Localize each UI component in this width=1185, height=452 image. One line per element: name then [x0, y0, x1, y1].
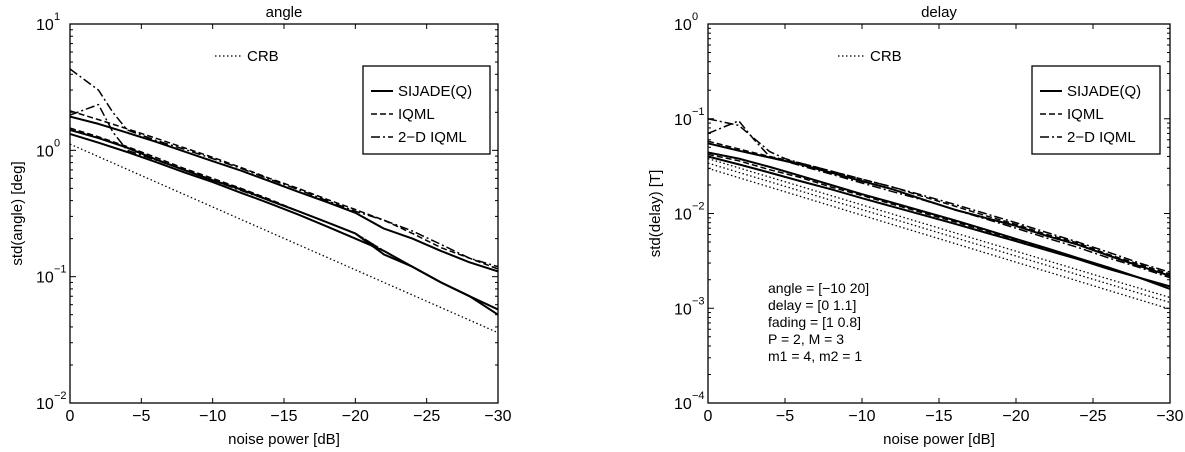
- crb-label: CRB: [247, 48, 279, 65]
- series-line-crb-9: [708, 167, 1170, 310]
- series-group: [70, 68, 498, 334]
- y-tick-label: 10: [674, 396, 692, 413]
- y-tick-exponent: −3: [692, 295, 705, 307]
- y-tick-label: 10: [36, 270, 54, 287]
- x-tick-label: −5: [132, 408, 150, 425]
- legend: SIJADE(Q) IQML 2−D IQML: [362, 65, 491, 155]
- series-line-sijade-q--1: [70, 128, 498, 311]
- y-tick-label: 10: [674, 207, 692, 224]
- series-line-sijade-q--2: [70, 132, 498, 316]
- series-line-2-d-iqml-6: [70, 103, 498, 311]
- y-tick-label: 10: [674, 301, 692, 318]
- y-tick-exponent: 0: [54, 137, 60, 149]
- legend-label: IQML: [398, 106, 435, 123]
- x-axis-label: noise power [dB]: [883, 431, 995, 448]
- y-axis-label: std(delay) [T]: [647, 170, 664, 258]
- x-tick-label: −30: [1156, 408, 1183, 425]
- y-tick-label: 10: [674, 112, 692, 129]
- series-line-2-d-iqml-5: [70, 68, 498, 268]
- series-line-iqml-3: [70, 110, 498, 270]
- x-tick-label: 0: [704, 408, 713, 425]
- y-tick-exponent: −1: [54, 264, 67, 276]
- legend-box: [1031, 65, 1161, 155]
- y-tick-label: 10: [36, 143, 54, 160]
- annotation-line: delay = [0 1.1]: [768, 297, 856, 313]
- x-tick-label: −25: [413, 408, 440, 425]
- y-tick-exponent: 1: [54, 11, 60, 23]
- y-tick-label: 10: [674, 17, 692, 34]
- x-tick-label: −10: [199, 408, 226, 425]
- x-tick-label: −15: [270, 408, 297, 425]
- series-line-crb-8: [708, 162, 1170, 304]
- annotation-line: P = 2, M = 3: [768, 331, 844, 347]
- y-tick-exponent: −1: [692, 106, 705, 118]
- series-line-2-d-iqml-5: [708, 118, 1170, 273]
- series-line-sijade-q--0: [70, 115, 498, 273]
- y-tick-label: 10: [36, 17, 54, 34]
- x-tick-label: −5: [776, 408, 794, 425]
- y-tick-label: 10: [36, 396, 54, 413]
- x-tick-label: −15: [925, 408, 952, 425]
- x-tick-label: −10: [848, 408, 875, 425]
- y-tick-exponent: −2: [54, 390, 67, 402]
- x-tick-label: −20: [1002, 408, 1029, 425]
- series-line-iqml-3: [708, 140, 1170, 275]
- x-tick-label: −25: [1079, 408, 1106, 425]
- x-tick-label: −20: [342, 408, 369, 425]
- legend-label: SIJADE(Q): [1067, 83, 1141, 100]
- legend: SIJADE(Q) IQML 2−D IQML: [1031, 65, 1161, 155]
- series-group: [708, 118, 1170, 310]
- chart-title: delay: [921, 4, 957, 21]
- series-line-crb-7: [708, 157, 1170, 299]
- y-tick-exponent: −2: [692, 201, 705, 213]
- x-axis-label: noise power [dB]: [228, 431, 340, 448]
- series-line-crb-7: [70, 143, 498, 334]
- series-line-2-d-iqml-6: [708, 120, 1170, 279]
- series-line-iqml-4: [708, 153, 1170, 288]
- chart-title: angle: [266, 4, 303, 21]
- legend-box: [362, 65, 491, 155]
- crb-label: CRB: [870, 48, 902, 65]
- series-line-sijade-q--2: [708, 155, 1170, 290]
- legend-label: IQML: [1067, 106, 1104, 123]
- annotation-line: angle = [−10 20]: [768, 280, 869, 296]
- legend-label: 2−D IQML: [398, 129, 467, 146]
- legend-label: SIJADE(Q): [398, 83, 472, 100]
- annotation-line: m1 = 4, m2 = 1: [768, 348, 862, 364]
- y-tick-exponent: −4: [692, 390, 705, 402]
- annotation-line: fading = [1 0.8]: [768, 314, 861, 330]
- y-tick-exponent: 0: [692, 11, 698, 23]
- y-axis-label: std(angle) [deg]: [9, 161, 26, 265]
- x-tick-label: −30: [484, 408, 511, 425]
- x-tick-label: 0: [66, 408, 75, 425]
- legend-label: 2−D IQML: [1067, 129, 1136, 146]
